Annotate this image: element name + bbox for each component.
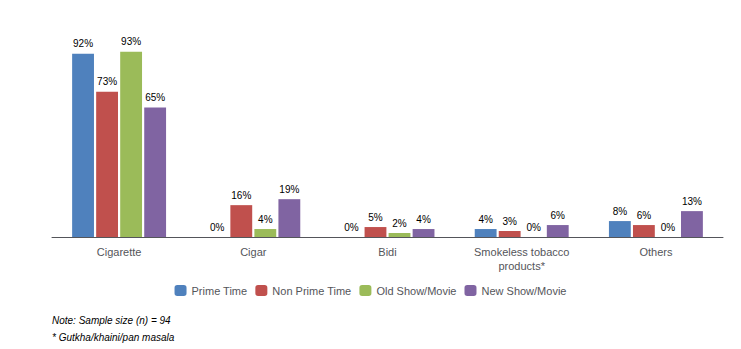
svg-text:4%: 4% [416, 214, 431, 225]
svg-text:Old Show/Movie: Old Show/Movie [376, 285, 456, 297]
svg-text:Prime Time: Prime Time [192, 285, 248, 297]
svg-text:0%: 0% [210, 222, 225, 233]
svg-text:16%: 16% [231, 190, 251, 201]
svg-text:Cigar: Cigar [240, 246, 267, 258]
svg-text:73%: 73% [97, 76, 117, 87]
svg-text:93%: 93% [121, 36, 141, 47]
svg-text:5%: 5% [368, 212, 383, 223]
svg-text:* Gutkha/khaini/pan masala: * Gutkha/khaini/pan masala [52, 332, 175, 343]
svg-text:0%: 0% [344, 222, 359, 233]
svg-text:New Show/Movie: New Show/Movie [481, 285, 566, 297]
svg-text:8%: 8% [613, 206, 628, 217]
svg-text:Non Prime Time: Non Prime Time [272, 285, 351, 297]
svg-text:Others: Others [639, 246, 673, 258]
svg-text:Cigarette: Cigarette [97, 246, 142, 258]
svg-text:Note: Sample size (n) = 94: Note: Sample size (n) = 94 [52, 315, 171, 326]
svg-text:0%: 0% [526, 222, 541, 233]
svg-text:4%: 4% [258, 214, 273, 225]
svg-text:4%: 4% [478, 214, 493, 225]
svg-text:65%: 65% [145, 92, 165, 103]
svg-text:Smokeless tobacco: Smokeless tobacco [474, 246, 569, 258]
svg-text:92%: 92% [73, 38, 93, 49]
svg-text:Bidi: Bidi [378, 246, 396, 258]
svg-text:13%: 13% [682, 196, 702, 207]
svg-text:3%: 3% [502, 216, 517, 227]
svg-text:6%: 6% [637, 210, 652, 221]
svg-text:6%: 6% [551, 210, 566, 221]
svg-text:2%: 2% [392, 218, 407, 229]
svg-text:0%: 0% [661, 222, 676, 233]
svg-text:products*: products* [498, 260, 545, 272]
svg-text:19%: 19% [279, 184, 299, 195]
